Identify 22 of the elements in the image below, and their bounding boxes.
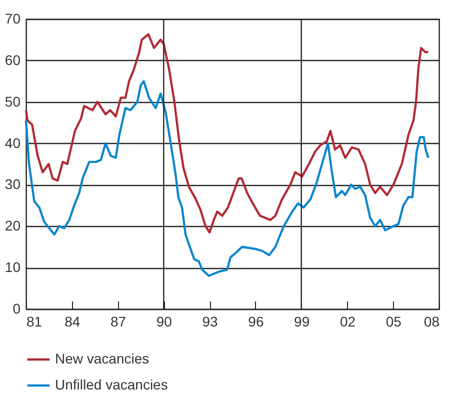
x-tick-label: 90: [156, 314, 172, 330]
y-tick-label: 50: [4, 93, 21, 110]
x-tick-label: 05: [386, 314, 402, 330]
x-tick-label: 84: [64, 314, 80, 330]
x-tick-label: 81: [26, 314, 42, 330]
legend-label: Unfilled vacancies: [55, 376, 168, 392]
x-tick-label: 08: [424, 314, 440, 330]
x-tick-label: 93: [202, 314, 218, 330]
x-tick-label: 02: [340, 314, 356, 330]
y-tick-label: 70: [4, 10, 21, 26]
x-tick-label: 87: [110, 314, 126, 330]
x-tick-label: 96: [248, 314, 264, 330]
legend-label: New vacancies: [55, 350, 150, 366]
y-tick-label: 30: [4, 176, 21, 192]
y-tick-label: 0: [12, 300, 21, 316]
y-tick-label: 10: [4, 259, 21, 276]
x-tick-label: 99: [294, 314, 310, 330]
y-tick-label: 20: [4, 218, 21, 234]
y-tick-label: 60: [4, 52, 21, 68]
line-series: [24, 80, 430, 277]
line-series: [24, 33, 430, 234]
y-tick-label: 40: [4, 134, 21, 151]
